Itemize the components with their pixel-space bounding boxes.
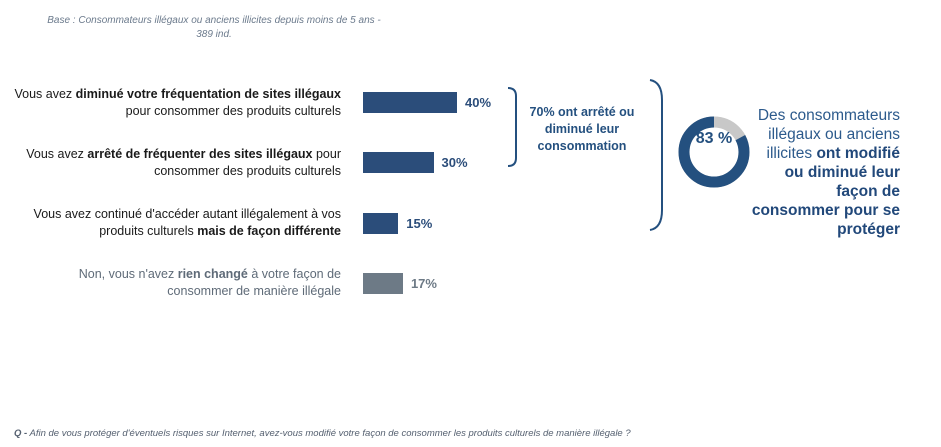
side-text-bold: ont modifié ou diminué leur façon de con… [751, 145, 900, 238]
small-bracket [507, 87, 517, 167]
question-text: Afin de vous protéger d'éventuels risque… [27, 428, 631, 439]
row-label-4: Non, vous n'avez rien changé à votre faç… [11, 266, 341, 300]
bar-value-diminue: 40% [465, 95, 492, 110]
row-label-1: Vous avez diminué votre fréquentation de… [11, 86, 342, 120]
donut-chart: 83 % [678, 116, 750, 188]
donut-main [678, 116, 750, 188]
base-note: Base : Consommateurs illégaux ou anciens… [14, 14, 414, 42]
bar-diminue [363, 92, 457, 113]
group-label: 70% ont arrêté ou diminué leur consommat… [529, 105, 635, 153]
bar-arrete [363, 152, 434, 173]
bar-value-continue: 15% [406, 216, 433, 231]
bar-rien-change [363, 273, 403, 294]
bar-continue [363, 213, 399, 234]
side-text: Des consommateurs illégaux ou anciens il… [748, 106, 900, 239]
row-label-3: Vous avez continué d'accéder autant illé… [11, 206, 341, 240]
base-note-line1: Base : Consommateurs illégaux ou anciens… [47, 15, 381, 26]
row-label-4-pre: Non, vous n'avez [78, 267, 178, 281]
row-label-1-post: pour consommer des produits culturels [125, 104, 341, 118]
donut-value: 83 % [695, 130, 733, 147]
row-label-4-bold: rien changé [177, 267, 248, 281]
bar-value-rien-change: 17% [410, 276, 437, 291]
donut-svg [678, 116, 750, 188]
large-bracket [649, 79, 663, 231]
row-label-2-pre: Vous avez [26, 147, 88, 161]
side-text-normal: Des consommateurs illégaux ou anciens il… [757, 107, 900, 162]
bar-value-arrete: 30% [441, 155, 468, 170]
question-note: Q - Afin de vous protéger d'éventuels ri… [14, 428, 914, 439]
base-note-line2: 389 ind. [196, 29, 232, 40]
row-label-1-bold: diminué votre fréquentation de sites ill… [75, 87, 341, 101]
row-label-4-post: à votre façon de consommer de manière il… [167, 267, 341, 298]
row-label-3-pre: Vous avez continué d'accéder autant illé… [33, 207, 341, 238]
row-label-1-pre: Vous avez [14, 87, 76, 101]
row-label-2: Vous avez arrêté de fréquenter des sites… [11, 146, 341, 180]
question-prefix: Q - [14, 428, 28, 439]
row-label-2-post: pour consommer des produits culturels [154, 147, 341, 178]
row-label-2-bold: arrêté de fréquenter des sites illégaux [87, 147, 313, 161]
row-label-3-bold: mais de façon différente [197, 224, 341, 238]
